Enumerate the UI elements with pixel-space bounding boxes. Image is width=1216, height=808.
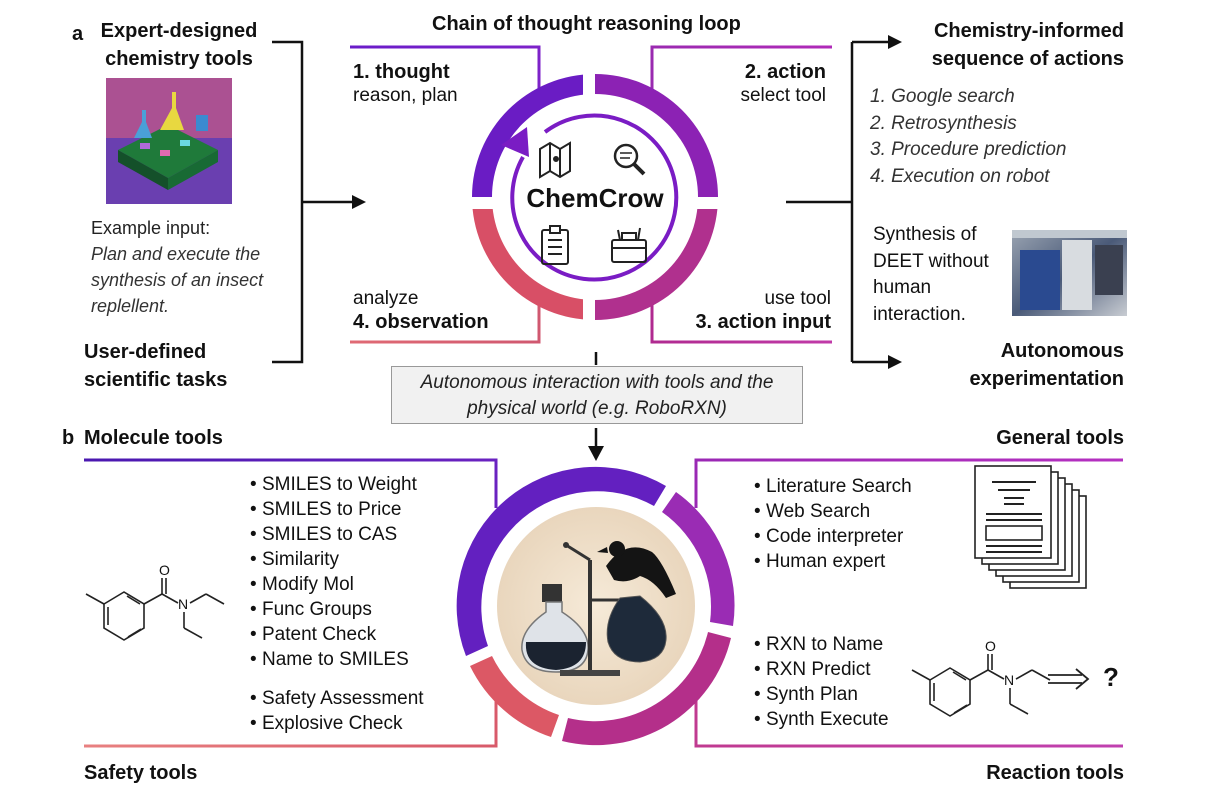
autonomous-experimentation-title: Autonomous experimentation xyxy=(969,340,1124,390)
deet-molecule-left xyxy=(85,578,225,641)
documents-icon xyxy=(974,465,1087,589)
reaction-tool-item: RXN Predict xyxy=(754,657,889,682)
reaction-question-mark: ? xyxy=(1103,662,1119,692)
action-sequence-list: 1. Google search 2. Retrosynthesis 3. Pr… xyxy=(870,84,1066,190)
expert-tools-title: Expert-designed chemistry tools xyxy=(100,20,258,70)
reaction-tool-item: Synth Execute xyxy=(754,707,889,732)
general-tool-item: Code interpreter xyxy=(754,524,912,549)
action-step: 3. Procedure prediction xyxy=(870,139,1067,160)
toolbox-icon xyxy=(611,227,647,263)
oxygen-label-right: O xyxy=(985,638,996,654)
down-arrow xyxy=(588,352,604,461)
reaction-tool-item: RXN to Name xyxy=(754,632,889,657)
observation-sub: analyze xyxy=(353,288,419,309)
chemcrow-label: ChemCrow xyxy=(526,183,664,213)
reasoning-loop-ring xyxy=(465,67,725,327)
action-step: 4. Execution on robot xyxy=(870,165,1050,187)
panel-a-letter: a xyxy=(72,23,84,45)
deet-molecule-right xyxy=(911,654,1051,717)
input-bracket xyxy=(272,40,366,364)
reaction-tools-list: RXN to Name RXN Predict Synth Plan Synth… xyxy=(754,632,889,732)
nitrogen-label-left: N xyxy=(178,596,189,612)
molecule-tools-list: SMILES to Weight SMILES to Price SMILES … xyxy=(250,472,417,672)
reaction-tool-item: Synth Plan xyxy=(754,682,889,707)
oxygen-label-left: O xyxy=(159,562,170,578)
synthesis-text: Synthesis of DEET without human interact… xyxy=(873,224,989,325)
action-input-title: 3. action input xyxy=(695,311,831,333)
user-tasks-title: User-defined scientific tasks xyxy=(84,341,228,391)
thought-title: 1. thought xyxy=(353,61,450,83)
panel-b-letter: b xyxy=(62,427,75,449)
tools-frame xyxy=(84,458,1123,748)
molecule-tool-item: SMILES to CAS xyxy=(250,522,417,547)
molecule-tools-title: Molecule tools xyxy=(84,427,223,449)
example-input-text: Plan and execute the synthesis of an ins… xyxy=(91,244,264,316)
robot-lab-photo xyxy=(1012,230,1127,316)
output-arrows xyxy=(786,35,902,369)
clipboard-icon xyxy=(541,225,569,265)
tools-ring xyxy=(456,466,735,746)
safety-tool-item: Explosive Check xyxy=(250,711,424,736)
sequence-title: Chemistry-informed sequence of actions xyxy=(931,20,1124,70)
action-input-sub: use tool xyxy=(764,288,831,309)
safety-tools-list: Safety Assessment Explosive Check xyxy=(250,686,424,736)
safety-tools-title: Safety tools xyxy=(84,762,198,784)
molecule-tool-item: SMILES to Weight xyxy=(250,472,417,497)
general-tool-item: Human expert xyxy=(754,549,912,574)
action-title: 2. action xyxy=(744,61,826,83)
action-sub: select tool xyxy=(740,85,826,106)
action-step: 1. Google search xyxy=(870,86,1015,107)
general-tool-item: Web Search xyxy=(754,499,912,524)
interaction-box: Autonomous interaction with tools and th… xyxy=(391,366,803,424)
nitrogen-label-right: N xyxy=(1004,672,1015,688)
loop-title: Chain of thought reasoning loop xyxy=(432,13,741,35)
molecule-tool-item: Modify Mol xyxy=(250,572,417,597)
molecule-tool-item: Similarity xyxy=(250,547,417,572)
example-input-label: Example input: xyxy=(91,218,211,238)
molecule-tool-item: Func Groups xyxy=(250,597,417,622)
molecule-tool-item: Name to SMILES xyxy=(250,647,417,672)
safety-tool-item: Safety Assessment xyxy=(250,686,424,711)
molecule-tool-item: Patent Check xyxy=(250,622,417,647)
general-tool-item: Literature Search xyxy=(754,474,912,499)
molecule-tool-item: SMILES to Price xyxy=(250,497,417,522)
observation-title: 4. observation xyxy=(353,311,489,333)
crow-flasks-illustration xyxy=(521,541,676,676)
magnifier-icon xyxy=(613,143,646,176)
thought-sub: reason, plan xyxy=(353,85,458,106)
general-tools-title: General tools xyxy=(996,427,1124,449)
reaction-tools-title: Reaction tools xyxy=(986,762,1124,784)
general-tools-list: Literature Search Web Search Code interp… xyxy=(754,474,912,574)
action-step: 2. Retrosynthesis xyxy=(870,112,1017,134)
map-icon xyxy=(539,141,571,179)
reasoning-loop-frame xyxy=(350,45,832,344)
retrosynthesis-arrow-icon xyxy=(1048,668,1090,690)
chemistry-tools-illustration xyxy=(106,78,232,204)
